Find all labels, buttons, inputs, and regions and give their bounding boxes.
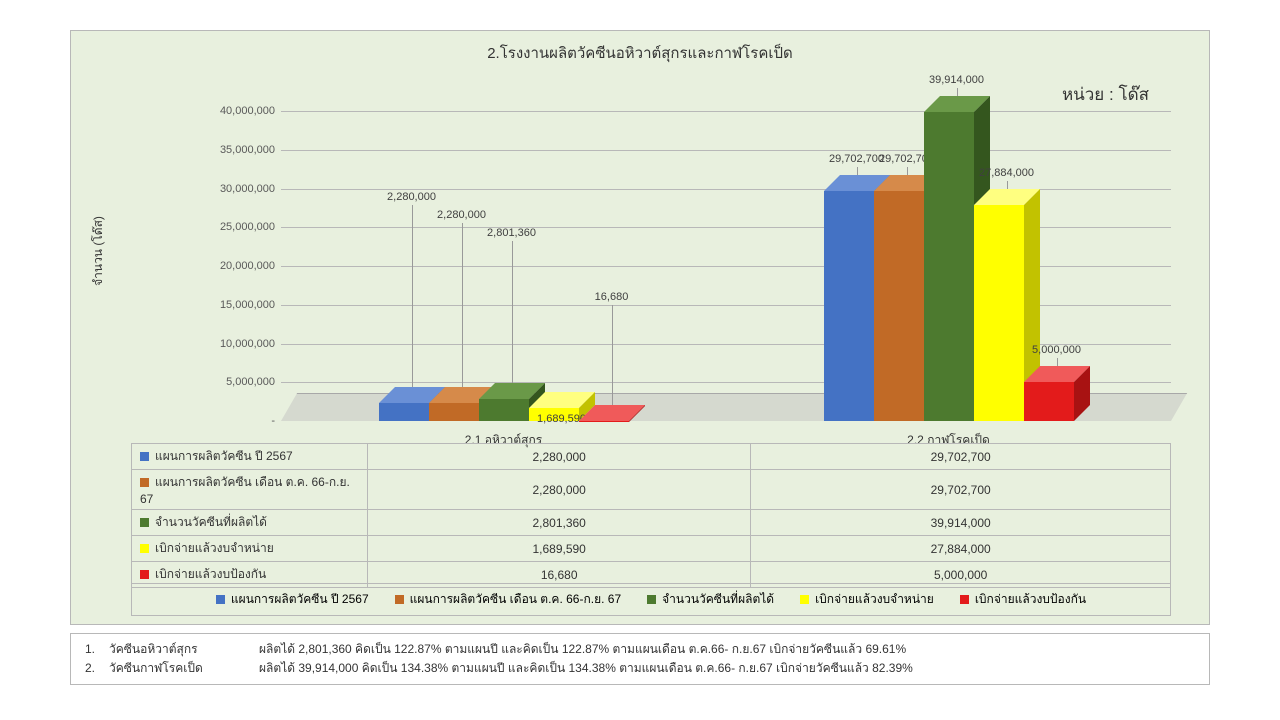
footnotes: 1.วัคซีนอหิวาต์สุกรผลิตได้ 2,801,360 คิด…: [70, 633, 1210, 685]
data-label: 29,702,700: [829, 153, 884, 165]
data-label: 1,689,590: [537, 413, 586, 425]
legend-swatch: [216, 595, 225, 604]
y-tick-label: 35,000,000: [220, 144, 275, 156]
legend-label: เบิกจ่ายแล้วงบป้องกัน: [975, 590, 1086, 609]
leader-line: [612, 305, 613, 405]
y-tick-label: 40,000,000: [220, 105, 275, 117]
series-swatch: [140, 452, 149, 461]
plot-area: -5,000,00010,000,00015,000,00020,000,000…: [281, 111, 1171, 421]
footnote-row: 1.วัคซีนอหิวาต์สุกรผลิตได้ 2,801,360 คิด…: [85, 640, 1195, 659]
bar: [924, 112, 974, 421]
grid-line: [281, 111, 1171, 112]
legend-swatch: [800, 595, 809, 604]
footnote-head: วัคซีนอหิวาต์สุกร: [109, 640, 259, 659]
series-name: เบิกจ่ายแล้วงบป้องกัน: [155, 567, 266, 581]
table-cell: 2,280,000: [368, 470, 751, 510]
table-cell: 2,801,360: [368, 510, 751, 536]
bar: [1024, 382, 1074, 421]
legend-swatch: [395, 595, 404, 604]
chart-title: 2.โรงงานผลิตวัคซีนอหิวาต์สุกรและกาฬโรคเป…: [71, 31, 1209, 65]
legend-item: แผนการผลิตวัคซีน ปี 2567: [216, 590, 369, 609]
leader-line: [957, 88, 958, 96]
footnote-num: 1.: [85, 640, 109, 659]
series-swatch: [140, 478, 149, 487]
legend-swatch: [647, 595, 656, 604]
y-tick-label: 20,000,000: [220, 260, 275, 272]
data-label: 16,680: [595, 291, 629, 303]
y-tick-label: 15,000,000: [220, 299, 275, 311]
table-cell: 27,884,000: [751, 536, 1171, 562]
footnote-text: ผลิตได้ 2,801,360 คิดเป็น 122.87% ตามแผน…: [259, 640, 906, 659]
chart-container: 2.โรงงานผลิตวัคซีนอหิวาต์สุกรและกาฬโรคเป…: [70, 30, 1210, 625]
bar: [379, 403, 429, 421]
leader-line: [512, 241, 513, 383]
leader-line: [1057, 358, 1058, 366]
data-label: 39,914,000: [929, 74, 984, 86]
legend-item: เบิกจ่ายแล้วงบจำหน่าย: [800, 590, 934, 609]
table-cell: 29,702,700: [751, 444, 1171, 470]
legend-item: แผนการผลิตวัคซีน เดือน ต.ค. 66-ก.ย. 67: [395, 590, 622, 609]
legend-item: เบิกจ่ายแล้วงบป้องกัน: [960, 590, 1086, 609]
table-row: เบิกจ่ายแล้วงบจำหน่าย 1,689,59027,884,000: [132, 536, 1171, 562]
legend-label: แผนการผลิตวัคซีน เดือน ต.ค. 66-ก.ย. 67: [410, 590, 622, 609]
table-cell: 29,702,700: [751, 470, 1171, 510]
legend-swatch: [960, 595, 969, 604]
y-tick-label: 25,000,000: [220, 221, 275, 233]
data-label: 2,801,360: [487, 227, 536, 239]
series-name: จำนวนวัคซีนที่ผลิตได้: [155, 515, 267, 529]
leader-line: [857, 167, 858, 175]
series-name: เบิกจ่ายแล้วงบจำหน่าย: [155, 541, 274, 555]
legend: แผนการผลิตวัคซีน ปี 2567 แผนการผลิตวัคซีน…: [131, 583, 1171, 616]
data-table: แผนการผลิตวัคซีน ปี 2567 2,280,00029,702,…: [131, 443, 1171, 588]
series-swatch: [140, 570, 149, 579]
footnote-head: วัคซีนกาฬโรคเป็ด: [109, 659, 259, 678]
table-row: จำนวนวัคซีนที่ผลิตได้ 2,801,36039,914,000: [132, 510, 1171, 536]
legend-label: เบิกจ่ายแล้วงบจำหน่าย: [815, 590, 934, 609]
y-tick-label: 5,000,000: [226, 376, 275, 388]
series-swatch: [140, 518, 149, 527]
bar: [874, 191, 924, 421]
data-label: 27,884,000: [979, 167, 1034, 179]
table-cell: 39,914,000: [751, 510, 1171, 536]
table-row: แผนการผลิตวัคซีน ปี 2567 2,280,00029,702,…: [132, 444, 1171, 470]
data-label: 5,000,000: [1032, 344, 1081, 356]
y-tick-label: 30,000,000: [220, 183, 275, 195]
legend-item: จำนวนวัคซีนที่ผลิตได้: [647, 590, 774, 609]
bar: [974, 205, 1024, 421]
leader-line: [907, 167, 908, 175]
series-name: แผนการผลิตวัคซีน เดือน ต.ค. 66-ก.ย. 67: [140, 475, 350, 506]
unit-label: หน่วย : โด๊ส: [1062, 81, 1149, 108]
footnote-row: 2.วัคซีนกาฬโรคเป็ดผลิตได้ 39,914,000 คิด…: [85, 659, 1195, 678]
legend-label: จำนวนวัคซีนที่ผลิตได้: [662, 590, 774, 609]
table-row: แผนการผลิตวัคซีน เดือน ต.ค. 66-ก.ย. 67 2,…: [132, 470, 1171, 510]
grid-line: [281, 150, 1171, 151]
leader-line: [412, 205, 413, 387]
data-label: 2,280,000: [387, 191, 436, 203]
bar: [479, 399, 529, 421]
table-cell: 2,280,000: [368, 444, 751, 470]
leader-line: [462, 223, 463, 387]
table-cell: 1,689,590: [368, 536, 751, 562]
y-tick-label: -: [271, 415, 275, 427]
y-tick-label: 10,000,000: [220, 338, 275, 350]
bar: [429, 403, 479, 421]
leader-line: [1007, 181, 1008, 189]
bar: [824, 191, 874, 421]
footnote-num: 2.: [85, 659, 109, 678]
footnote-text: ผลิตได้ 39,914,000 คิดเป็น 134.38% ตามแผ…: [259, 659, 913, 678]
legend-label: แผนการผลิตวัคซีน ปี 2567: [231, 590, 369, 609]
series-name: แผนการผลิตวัคซีน ปี 2567: [155, 449, 293, 463]
series-swatch: [140, 544, 149, 553]
y-axis-label: จำนวน (โด๊ส): [89, 191, 108, 311]
data-label: 2,280,000: [437, 209, 486, 221]
